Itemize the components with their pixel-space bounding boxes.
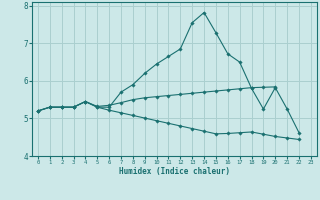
X-axis label: Humidex (Indice chaleur): Humidex (Indice chaleur) (119, 167, 230, 176)
